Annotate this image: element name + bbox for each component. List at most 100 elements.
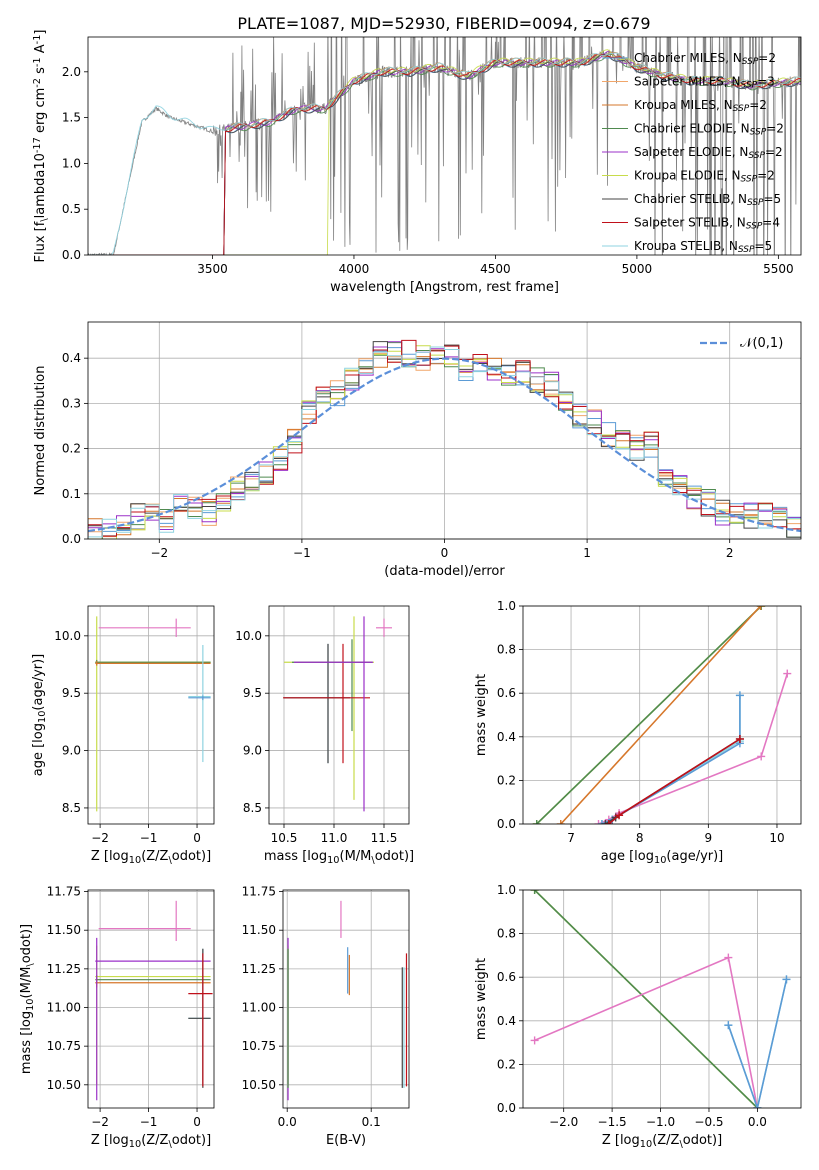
y-tick-label: 10.75 bbox=[47, 1039, 81, 1053]
y-tick-label: 1.0 bbox=[62, 156, 81, 170]
y-tick-label: 0.1 bbox=[62, 487, 81, 501]
x-tick-label: 10.5 bbox=[271, 831, 298, 845]
axes-frame bbox=[522, 605, 802, 825]
weight-marker bbox=[735, 691, 744, 700]
weight-marker bbox=[756, 606, 765, 610]
x-tick-label: 10 bbox=[769, 831, 784, 845]
x-tick-label: 0.0 bbox=[748, 1115, 767, 1129]
y-tick-label: 10.0 bbox=[235, 629, 262, 643]
weight-line-4 bbox=[727, 979, 788, 1108]
y-tick-label: 10.50 bbox=[242, 1078, 276, 1092]
axes-frame bbox=[87, 36, 802, 256]
weight-marker bbox=[532, 820, 541, 824]
legend-entry: Kroupa ELODIE, NSSP=2 bbox=[634, 169, 775, 185]
x-tick-label: 5000 bbox=[622, 262, 653, 276]
errorbar-1 bbox=[292, 639, 372, 732]
y-tick-label: 10.0 bbox=[54, 629, 81, 643]
weight-line-1 bbox=[536, 606, 762, 824]
y-tick-label: 0.0 bbox=[62, 532, 81, 546]
x-tick-label: 4500 bbox=[480, 262, 511, 276]
x-axis-label: wavelength [Angstrom, rest frame] bbox=[330, 280, 559, 295]
x-axis-label: mass [log10(M/M\odot)] bbox=[264, 849, 414, 866]
weight-marker bbox=[530, 890, 539, 894]
histogram-5 bbox=[88, 345, 801, 539]
y-tick-label: 0.2 bbox=[62, 442, 81, 456]
y-tick-label: 8.5 bbox=[243, 801, 262, 815]
errorbar-3 bbox=[98, 618, 191, 637]
x-axis-label: Z [log10(Z/Z\odot)] bbox=[602, 1133, 722, 1150]
panel-massweight-vs-Z: −2.0 −1.5 −1.0 −0.5 0.0 0.0 0.2 0.4 0.6 0.8 1.0 Z [… bbox=[474, 883, 802, 1150]
y-tick-label: 8.5 bbox=[62, 801, 81, 815]
x-tick-label: −2 bbox=[150, 546, 168, 560]
y-tick-label: 11.00 bbox=[47, 1001, 81, 1015]
panel-mass-vs-Z: −2 −1 0 10.50 10.75 11.00 11.25 11.50 11.75 Z [lo… bbox=[19, 885, 215, 1150]
panel-age-vs-mass: 10.5 11.0 11.5 8.5 9.0 9.5 10.0 mass [log10(M/M… bbox=[235, 605, 414, 866]
y-tick-label: 0.4 bbox=[497, 730, 516, 744]
legend-entry: Chabrier ELODIE, NSSP=2 bbox=[634, 122, 784, 138]
axes-frame bbox=[87, 889, 215, 1109]
weight-line-4 bbox=[601, 695, 741, 824]
errorbar-5 bbox=[294, 616, 373, 812]
weight-marker bbox=[753, 1104, 762, 1108]
errorbar-0 bbox=[95, 945, 211, 1085]
y-tick-label: 0.4 bbox=[62, 351, 81, 365]
y-tick-label: 11.50 bbox=[242, 923, 276, 937]
x-tick-label: −1 bbox=[140, 1115, 158, 1129]
y-tick-label: 0.0 bbox=[62, 248, 81, 262]
weight-line-1 bbox=[534, 890, 758, 1108]
x-tick-label: −1 bbox=[140, 831, 158, 845]
y-tick-label: 9.5 bbox=[62, 686, 81, 700]
x-tick-label: 8 bbox=[636, 831, 644, 845]
y-axis-label: mass [log10(M/M\odot)] bbox=[19, 924, 36, 1074]
panel-massweight-vs-age: 7 8 9 10 0.0 0.2 0.4 0.6 0.8 1.0 age [log10(age/yr… bbox=[474, 599, 802, 866]
x-tick-label: −1 bbox=[293, 546, 311, 560]
y-tick-label: 11.75 bbox=[47, 885, 81, 899]
x-axis-label: Z [log10(Z/Z\odot)] bbox=[91, 1133, 211, 1150]
weight-marker bbox=[597, 820, 606, 824]
plot-area bbox=[287, 900, 408, 1101]
y-tick-label: 9.0 bbox=[62, 744, 81, 758]
y-tick-label: 0.8 bbox=[497, 927, 516, 941]
x-tick-label: −1.5 bbox=[598, 1115, 627, 1129]
y-tick-label: 0.6 bbox=[497, 686, 516, 700]
y-tick-label: 11.25 bbox=[47, 962, 81, 976]
x-tick-label: 3500 bbox=[197, 262, 228, 276]
y-tick-label: 2.0 bbox=[62, 65, 81, 79]
errorbar-6 bbox=[188, 948, 211, 1088]
y-tick-label: 11.25 bbox=[242, 962, 276, 976]
x-axis-label: E(B-V) bbox=[326, 1133, 366, 1148]
x-tick-label: 2 bbox=[726, 546, 734, 560]
x-tick-label: 0.0 bbox=[278, 1115, 297, 1129]
errorbar-4 bbox=[283, 643, 370, 764]
y-tick-label: 0.3 bbox=[62, 396, 81, 410]
weight-marker bbox=[757, 752, 766, 761]
x-tick-label: 7 bbox=[567, 831, 575, 845]
weight-marker bbox=[594, 820, 603, 824]
weight-line-5 bbox=[601, 695, 741, 824]
y-tick-label: 10.50 bbox=[47, 1078, 81, 1092]
plot-area bbox=[88, 37, 801, 255]
legend-entry: Kroupa MILES, NSSP=2 bbox=[634, 98, 767, 114]
panel-age-vs-Z: −2 −1 0 8.5 9.0 9.5 10.0 Z [log10(Z/Z\odot)] age… bbox=[31, 605, 215, 866]
x-tick-label: −2.0 bbox=[549, 1115, 578, 1129]
axes-frame bbox=[87, 605, 215, 825]
errorbar-0 bbox=[284, 616, 374, 800]
y-axis-label: mass weight bbox=[474, 674, 489, 756]
weight-marker bbox=[530, 1036, 539, 1045]
legend-entry: Chabrier STELIB, NSSP=5 bbox=[634, 192, 781, 208]
histogram-3 bbox=[88, 342, 801, 539]
y-tick-label: 1.0 bbox=[497, 883, 516, 897]
x-tick-label: −1.0 bbox=[646, 1115, 675, 1129]
legend-entry: Chabrier MILES, NSSP=2 bbox=[634, 51, 776, 67]
x-tick-label: 11.0 bbox=[321, 831, 348, 845]
legend-entry: Kroupa STELIB, NSSP=5 bbox=[634, 239, 772, 255]
weight-marker bbox=[615, 811, 624, 820]
panel-spectrum: 3500 4000 4500 5000 5500 0.0 0.5 1.0 1.5 2.0 wavel… bbox=[32, 30, 802, 295]
weight-marker bbox=[556, 820, 565, 824]
y-tick-label: 11.50 bbox=[47, 923, 81, 937]
weight-line-3 bbox=[598, 673, 789, 824]
errorbar-5 bbox=[188, 695, 211, 701]
x-tick-label: −2 bbox=[91, 831, 109, 845]
x-axis-label: (data-model)/error bbox=[384, 564, 505, 579]
